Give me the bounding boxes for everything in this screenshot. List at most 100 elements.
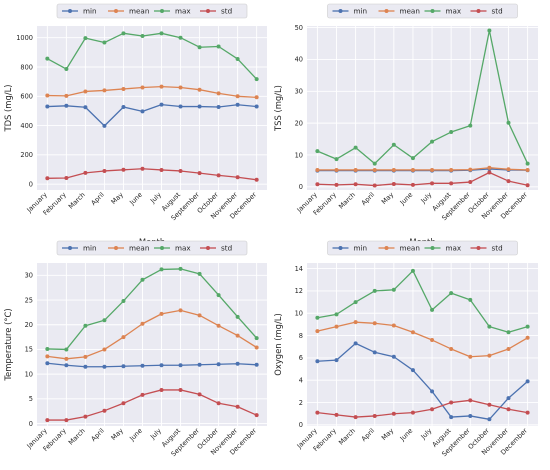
data-point-std	[254, 177, 259, 182]
data-point-min	[254, 362, 259, 367]
data-point-max	[487, 324, 492, 329]
x-tick-label: May	[380, 427, 395, 442]
data-point-mean	[254, 95, 259, 100]
data-point-std	[159, 387, 164, 392]
series-line-max	[317, 29, 529, 165]
data-point-max	[487, 28, 492, 33]
x-tick-label: March	[67, 191, 87, 211]
data-point-min	[102, 364, 107, 369]
data-point-std	[391, 181, 396, 186]
y-tick-label: 50	[295, 24, 303, 32]
data-point-std	[372, 413, 377, 418]
data-point-std	[506, 179, 511, 184]
data-point-mean	[315, 329, 320, 334]
x-tick-label: April	[360, 191, 376, 207]
data-point-mean	[468, 167, 473, 172]
x-tick-label: April	[360, 427, 376, 443]
data-point-max	[64, 67, 69, 72]
legend-label-min: min	[83, 244, 97, 253]
data-point-mean	[216, 323, 221, 328]
y-tick-label: 25	[25, 296, 33, 304]
y-tick-label: 10	[25, 370, 33, 378]
legend-marker-min	[338, 9, 343, 13]
data-point-mean	[159, 84, 164, 89]
data-point-mean	[468, 354, 473, 359]
y-tick-label: 14	[295, 265, 303, 273]
y-tick-label: 200	[20, 151, 33, 159]
data-point-std	[372, 183, 377, 188]
y-axis-label: TSS (mg/L)	[273, 85, 283, 132]
series-line-std	[47, 168, 257, 181]
data-point-min	[216, 362, 221, 367]
data-point-max	[45, 346, 50, 351]
data-point-max	[334, 157, 339, 162]
legend-label-std: std	[492, 7, 503, 16]
data-point-min	[468, 413, 473, 418]
data-point-max	[506, 120, 511, 125]
data-point-mean	[487, 165, 492, 170]
data-point-mean	[178, 308, 183, 313]
data-point-max	[372, 288, 377, 293]
x-tick-label: April	[90, 191, 106, 207]
data-point-max	[140, 277, 145, 282]
data-point-std	[410, 410, 415, 415]
y-tick-label: 20	[295, 119, 303, 127]
data-point-std	[468, 398, 473, 403]
data-point-max	[353, 145, 358, 150]
data-point-min	[372, 350, 377, 355]
data-point-mean	[45, 93, 50, 98]
data-point-min	[83, 105, 88, 110]
x-tick-label: June	[398, 191, 415, 208]
data-point-mean	[102, 347, 107, 352]
data-point-max	[430, 307, 435, 312]
data-point-std	[45, 418, 50, 423]
legend-label-max: max	[175, 7, 191, 16]
series-line-mean	[317, 167, 528, 171]
y-tick-label: 30	[25, 272, 33, 280]
data-point-max	[235, 56, 240, 61]
x-tick-label: April	[90, 427, 106, 443]
data-point-min	[235, 102, 240, 107]
data-point-mean	[391, 167, 396, 172]
data-point-max	[449, 291, 454, 296]
legend-marker-max	[160, 9, 164, 13]
data-point-mean	[102, 88, 107, 93]
data-point-mean	[121, 335, 126, 340]
legend-label-mean: mean	[400, 7, 420, 16]
y-tick-label: 0	[29, 180, 33, 188]
data-point-mean	[353, 167, 358, 172]
data-point-min	[121, 104, 126, 109]
data-point-min	[121, 364, 126, 369]
data-point-std	[235, 175, 240, 180]
data-point-mean	[64, 356, 69, 361]
data-point-mean	[235, 333, 240, 338]
data-point-mean	[449, 346, 454, 351]
data-point-std	[315, 182, 320, 187]
data-point-max	[410, 268, 415, 273]
data-point-max	[468, 123, 473, 128]
plot-area	[307, 26, 538, 190]
data-point-mean	[140, 321, 145, 326]
x-tick-label: June	[127, 191, 144, 208]
data-point-std	[391, 411, 396, 416]
series-line-mean	[47, 309, 257, 360]
data-point-mean	[83, 354, 88, 359]
data-point-std	[140, 392, 145, 397]
data-point-mean	[83, 89, 88, 94]
data-point-std	[121, 167, 126, 172]
data-point-max	[430, 139, 435, 144]
data-point-std	[254, 413, 259, 418]
data-point-min	[64, 363, 69, 368]
legend-label-std: std	[221, 244, 232, 253]
legend-label-std: std	[492, 244, 503, 253]
data-point-min	[45, 104, 50, 109]
data-point-std	[353, 415, 358, 420]
data-point-min	[506, 396, 511, 401]
data-point-std	[64, 175, 69, 180]
x-tick-label: June	[127, 427, 144, 444]
x-tick-label: July	[148, 191, 163, 206]
data-point-max	[235, 314, 240, 319]
y-tick-label: 10	[295, 310, 303, 318]
legend-marker-mean	[114, 9, 118, 13]
